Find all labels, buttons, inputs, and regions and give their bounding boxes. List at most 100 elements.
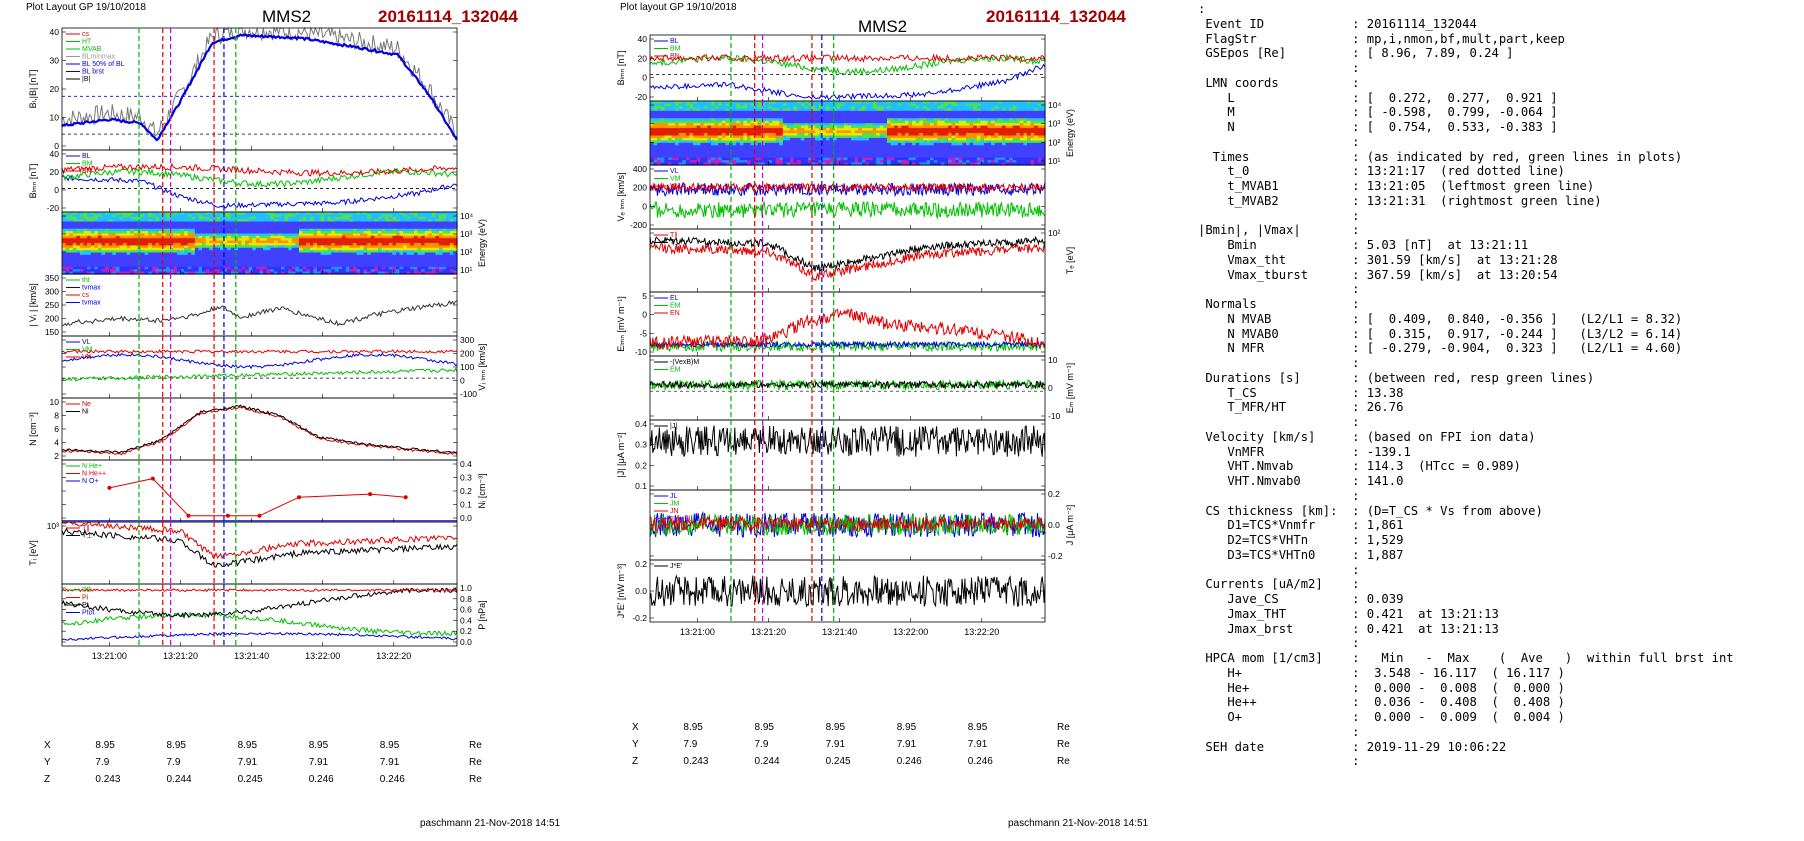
spectrogram-cell xyxy=(689,145,694,149)
spectrogram-cell xyxy=(428,271,433,275)
vm-line xyxy=(61,367,458,382)
spectrogram-cell xyxy=(263,243,268,246)
spectrogram-cell xyxy=(711,108,716,112)
spectrogram-cell xyxy=(685,162,691,166)
spectrogram-cell xyxy=(255,228,261,232)
spectrogram-cell xyxy=(248,269,253,273)
spectrogram-cell xyxy=(123,264,128,268)
spectrogram-cell xyxy=(703,103,709,107)
spectrogram-cell xyxy=(356,252,361,256)
spectrogram-cell xyxy=(227,223,232,227)
spectrogram-cell xyxy=(714,103,719,107)
spectrogram-cell xyxy=(194,271,200,275)
spectrogram-cell xyxy=(840,105,845,109)
spectrogram-cell xyxy=(392,216,397,220)
spectrogram-cell xyxy=(678,103,683,107)
spectrogram-cell xyxy=(176,245,182,249)
spectrogram-cell xyxy=(764,140,770,144)
spectrogram-cell xyxy=(700,101,705,105)
spectrogram-cell xyxy=(266,214,271,218)
spectrogram-cell xyxy=(370,243,375,246)
spectrogram-cell xyxy=(180,235,185,239)
spectrogram-cell xyxy=(399,266,404,270)
spectrogram-cell xyxy=(693,150,698,154)
spectrogram-cell xyxy=(306,259,311,263)
spectrogram-cell xyxy=(410,243,415,246)
spectrogram-cell xyxy=(356,257,361,261)
spectrogram-cell xyxy=(685,105,691,109)
spectrogram-cell xyxy=(707,137,712,141)
spectrogram-cell xyxy=(94,254,99,258)
spectrogram-cell xyxy=(410,259,415,263)
spectrogram-cell xyxy=(87,245,92,249)
spectrogram-cell xyxy=(693,157,698,161)
spectrogram-cell xyxy=(360,259,365,263)
spectrogram-cell xyxy=(155,216,160,220)
spectrogram-cell xyxy=(664,115,669,119)
spectrogram-cell xyxy=(872,150,877,154)
spectrogram-cell xyxy=(166,219,171,223)
spectrogram-cell xyxy=(800,147,805,151)
spectrogram-cell xyxy=(320,250,325,254)
spectrogram-cell xyxy=(811,130,816,134)
spectrogram-cell xyxy=(431,212,437,215)
spectrogram-cell xyxy=(890,123,895,127)
mid-plot-title: MMS2 xyxy=(858,17,908,36)
spectrogram-cell xyxy=(105,243,110,246)
spectrogram-cell xyxy=(739,105,744,109)
spectrogram-cell xyxy=(431,259,437,263)
spectrogram-cell xyxy=(144,216,149,220)
legend-label: Pt xyxy=(82,602,89,609)
spectrogram-cell xyxy=(241,238,246,242)
spectrogram-cell xyxy=(403,264,408,268)
spectrogram-cell xyxy=(685,108,691,112)
spectrogram-cell xyxy=(378,212,383,215)
spectrogram-cell xyxy=(815,120,820,124)
spectrogram-cell xyxy=(273,271,279,275)
spectrogram-cell xyxy=(94,240,99,244)
spectrogram-cell xyxy=(155,240,160,244)
spectrogram-cell xyxy=(90,243,95,246)
spectrogram-cell xyxy=(858,135,863,139)
spectrogram-cell xyxy=(815,101,820,105)
spectrogram-cell xyxy=(144,257,149,261)
spectrogram-cell xyxy=(277,238,282,242)
spectrogram-cell xyxy=(876,101,881,105)
legend-label: BL xyxy=(82,153,91,160)
spectrogram-cell xyxy=(854,152,859,156)
spectrogram-cell xyxy=(421,247,426,251)
spectrogram-cell xyxy=(417,233,422,237)
spectrogram-cell xyxy=(212,257,217,261)
legend-label: N He++ xyxy=(82,471,106,478)
spectrogram-cell xyxy=(453,238,458,242)
spectrogram-cell xyxy=(176,233,182,237)
spectrogram-cell xyxy=(381,259,386,263)
spectrogram-cell xyxy=(685,110,691,114)
spectrogram-cell xyxy=(230,252,235,256)
spectrogram-cell xyxy=(176,254,182,258)
spectrogram-cell xyxy=(381,250,386,254)
spectrogram-cell xyxy=(291,262,296,266)
spectrogram-cell xyxy=(97,243,103,246)
spectrogram-cell xyxy=(327,214,332,218)
spectrogram-cell xyxy=(779,137,784,141)
spectrogram-cell xyxy=(887,157,892,161)
spectrogram-cell xyxy=(757,142,762,146)
spectrogram-cell xyxy=(324,216,329,220)
spectrogram-cell xyxy=(241,271,246,275)
spectrogram-cell xyxy=(739,128,744,132)
spectrogram-cell xyxy=(187,243,192,246)
y-tick-label: 0.8 xyxy=(460,594,472,604)
spectrogram-cell xyxy=(94,212,99,215)
spectrogram-cell xyxy=(854,113,859,117)
spectrogram-cell xyxy=(718,152,723,156)
spectrogram-cell xyxy=(291,266,296,270)
spectrogram-cell xyxy=(288,262,293,266)
he-plus-plus-line xyxy=(109,478,406,517)
spectrogram-cell xyxy=(166,247,171,251)
spectrogram-cell xyxy=(184,243,189,246)
spectrogram-cell xyxy=(370,259,375,263)
spectrogram-cell xyxy=(725,101,730,105)
spectrogram-cell xyxy=(435,252,440,256)
